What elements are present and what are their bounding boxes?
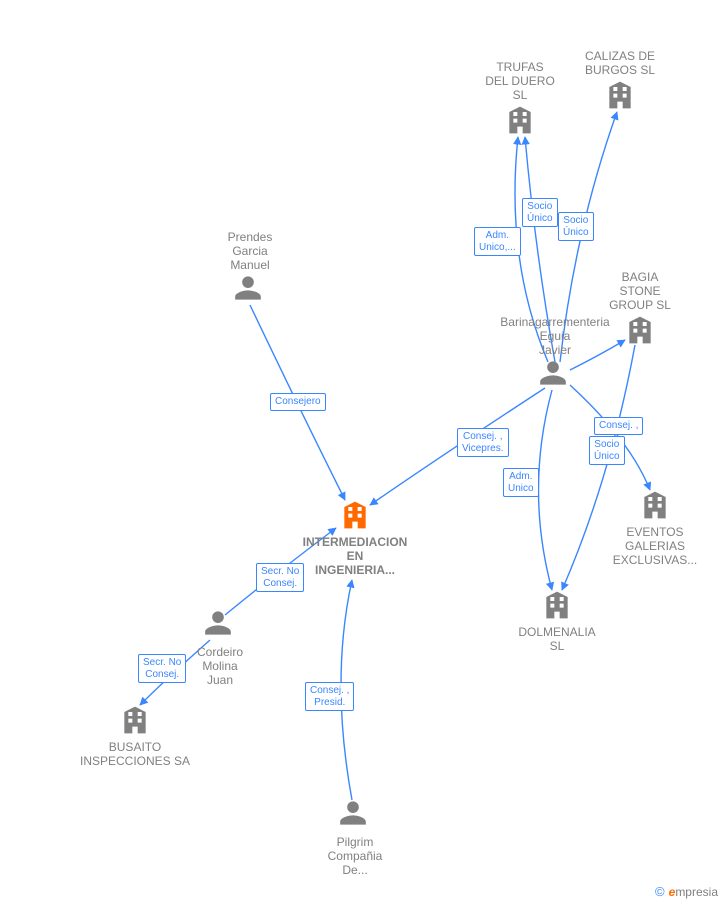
edge-label-pilgrim-intermed: Consej. , Presid. <box>305 682 354 711</box>
edge-label-javier-eventos: Consej. , <box>594 417 643 435</box>
building-icon[interactable] <box>639 489 671 526</box>
building-icon <box>624 314 656 346</box>
brand-name: empresia <box>669 885 718 899</box>
edge-label-javier-intermed: Consej. , Vicepres. <box>457 428 509 457</box>
node-label-eventos: EVENTOS GALERIAS EXCLUSIVAS... <box>595 525 715 567</box>
building-icon[interactable] <box>624 314 656 351</box>
person-icon <box>204 609 232 637</box>
copyright: © empresia <box>655 884 718 899</box>
building-icon <box>339 499 371 531</box>
person-icon[interactable] <box>204 609 232 642</box>
edge-label-cordeiro-busaito: Secr. No Consej. <box>138 654 186 683</box>
building-icon[interactable] <box>541 589 573 626</box>
node-label-javier: Barinagarrementeria Eguia Javier <box>495 315 615 357</box>
edge-label-javier-dolmenalia: Adm. Unico <box>503 468 539 497</box>
edge-javier-dolmenalia <box>539 390 553 590</box>
building-icon <box>639 489 671 521</box>
edge-label-javier-trufas: Socio Único <box>522 198 558 227</box>
copyright-symbol: © <box>655 884 665 899</box>
person-icon[interactable] <box>339 799 367 832</box>
person-icon <box>539 359 567 387</box>
building-icon <box>604 79 636 111</box>
building-icon[interactable] <box>119 704 151 741</box>
edge-label-prendes-intermed: Consejero <box>270 393 326 411</box>
node-label-pilgrim: Pilgrim Compañia De... <box>295 835 415 877</box>
person-icon[interactable] <box>234 274 262 307</box>
person-icon[interactable] <box>539 359 567 392</box>
building-icon <box>119 704 151 736</box>
building-icon[interactable] <box>604 79 636 116</box>
edge-label-javier-trufas: Adm. Unico,... <box>474 227 521 256</box>
person-icon <box>339 799 367 827</box>
person-icon <box>234 274 262 302</box>
node-label-calizas: CALIZAS DE BURGOS SL <box>560 49 680 77</box>
node-label-busaito: BUSAITO INSPECCIONES SA <box>75 740 195 768</box>
node-label-intermed: INTERMEDIACION EN INGENIERIA... <box>295 535 415 577</box>
node-label-dolmenalia: DOLMENALIA SL <box>497 625 617 653</box>
building-icon[interactable] <box>504 104 536 141</box>
edge-label-cordeiro-intermed: Secr. No Consej. <box>256 563 304 592</box>
node-label-prendes: Prendes Garcia Manuel <box>190 230 310 272</box>
diagram-canvas: TRUFAS DEL DUERO SLCALIZAS DE BURGOS SLB… <box>0 0 728 905</box>
node-label-bagia: BAGIA STONE GROUP SL <box>580 270 700 312</box>
building-icon[interactable] <box>339 499 371 536</box>
building-icon <box>541 589 573 621</box>
building-icon <box>504 104 536 136</box>
edge-label-bagia-dolmenalia: Socio Único <box>589 436 625 465</box>
edge-label-javier-calizas: Socio Único <box>558 212 594 241</box>
